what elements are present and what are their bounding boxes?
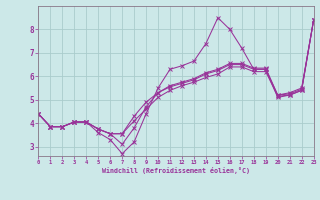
X-axis label: Windchill (Refroidissement éolien,°C): Windchill (Refroidissement éolien,°C)	[102, 167, 250, 174]
